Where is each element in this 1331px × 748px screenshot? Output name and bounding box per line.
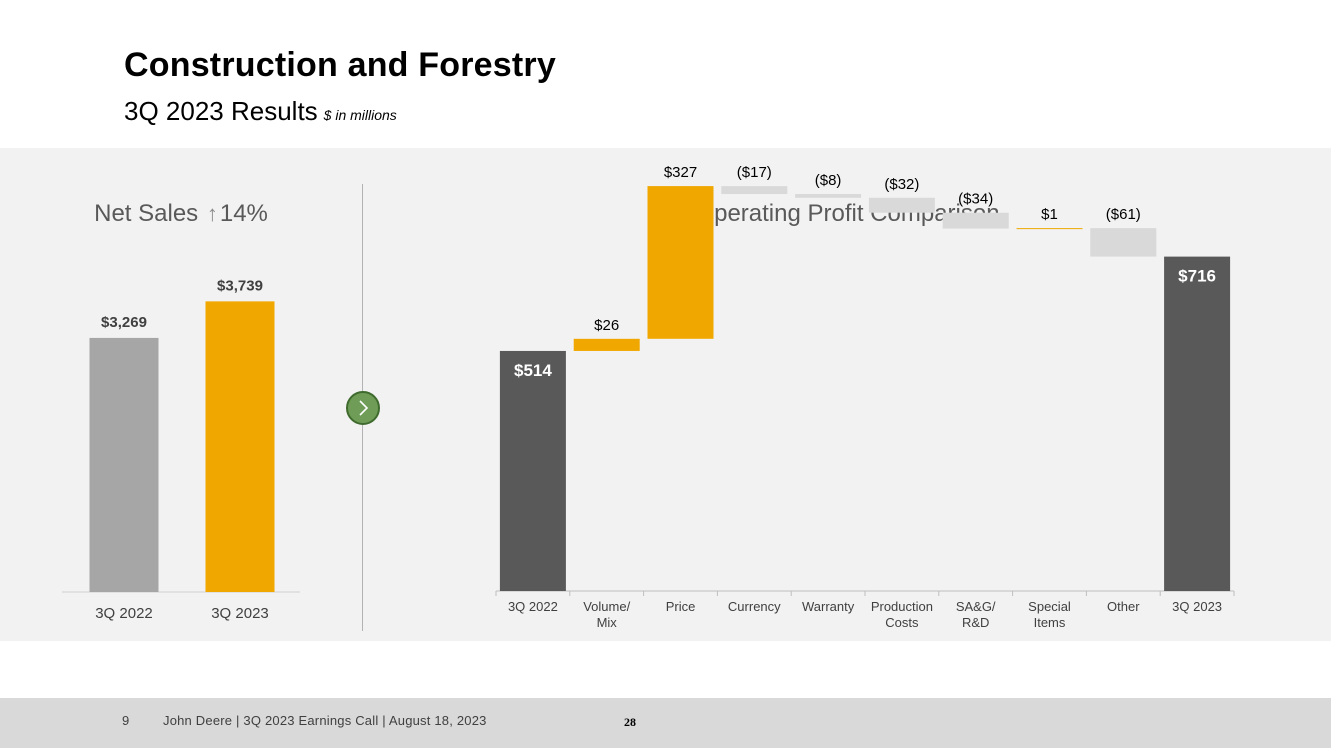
next-arrow-button[interactable]	[346, 391, 380, 425]
page-title: Construction and Forestry	[124, 46, 556, 84]
net-sales-category-label: 3Q 2022	[95, 605, 153, 622]
subtitle-text: 3Q 2023 Results	[124, 96, 318, 126]
op-bar	[721, 186, 788, 195]
op-bar	[1164, 256, 1231, 591]
operating-profit-chart: $514 3Q 2022 $26 Volume/Mix $327 Price ($17) Cu…	[495, 164, 1235, 630]
op-category-label: Costs	[885, 615, 919, 630]
op-value-label: ($61)	[1106, 206, 1141, 223]
op-category-label: Other	[1107, 599, 1140, 614]
chevron-right-icon	[359, 400, 369, 416]
charts-panel: Net Sales ↑14% Operating Profit Comparis…	[0, 148, 1331, 641]
op-bar	[1090, 228, 1157, 257]
op-category-label: 3Q 2022	[508, 599, 558, 614]
net-sales-value-label: $3,269	[101, 314, 147, 331]
op-value-label: ($32)	[884, 176, 919, 193]
op-value-label: $1	[1041, 206, 1058, 223]
op-bar	[573, 338, 640, 351]
op-category-label: Volume/	[583, 599, 630, 614]
op-value-label: $327	[664, 164, 697, 181]
op-value-label: ($17)	[737, 164, 772, 181]
op-category-label: SA&G/	[956, 599, 996, 614]
footer: 9 John Deere | 3Q 2023 Earnings Call | A…	[0, 698, 1331, 748]
net-sales-growth: 14%	[219, 200, 268, 227]
op-bar	[868, 197, 935, 213]
slide-number: 28	[624, 715, 636, 729]
op-bar	[1016, 228, 1083, 230]
up-arrow-icon: ↑	[206, 201, 218, 226]
net-sales-chart: $3,269 3Q 2022 $3,739 3Q 2023	[62, 277, 300, 622]
op-category-label: Price	[666, 599, 696, 614]
op-value-label: $716	[1178, 267, 1216, 286]
op-bar	[942, 212, 1009, 229]
net-sales-title-prefix: Net Sales	[94, 200, 199, 227]
op-category-label: 3Q 2023	[1172, 599, 1222, 614]
units-note: $ in millions	[323, 107, 397, 123]
op-bar	[499, 350, 566, 591]
footer-page-number: 9	[122, 713, 130, 728]
net-sales-bar	[205, 301, 275, 592]
op-category-label: Warranty	[802, 599, 855, 614]
op-category-label: Mix	[597, 615, 618, 630]
net-sales-title: Net Sales ↑14%	[0, 200, 362, 228]
op-bar	[647, 186, 714, 339]
op-category-label: Production	[871, 599, 933, 614]
op-value-label: ($8)	[815, 172, 842, 189]
op-category-label: Special	[1028, 599, 1071, 614]
net-sales-value-label: $3,739	[217, 277, 263, 294]
op-category-label: Items	[1034, 615, 1066, 630]
op-value-label: ($34)	[958, 191, 993, 208]
net-sales-category-label: 3Q 2023	[211, 605, 269, 622]
op-value-label: $26	[594, 317, 619, 334]
op-value-label: $514	[514, 361, 552, 380]
op-category-label: R&D	[962, 615, 989, 630]
op-category-label: Currency	[728, 599, 781, 614]
footer-text: John Deere | 3Q 2023 Earnings Call | Aug…	[163, 713, 487, 728]
page-subtitle: 3Q 2023 Results $ in millions	[124, 96, 397, 127]
op-bar	[795, 194, 862, 198]
net-sales-bar	[89, 337, 159, 592]
